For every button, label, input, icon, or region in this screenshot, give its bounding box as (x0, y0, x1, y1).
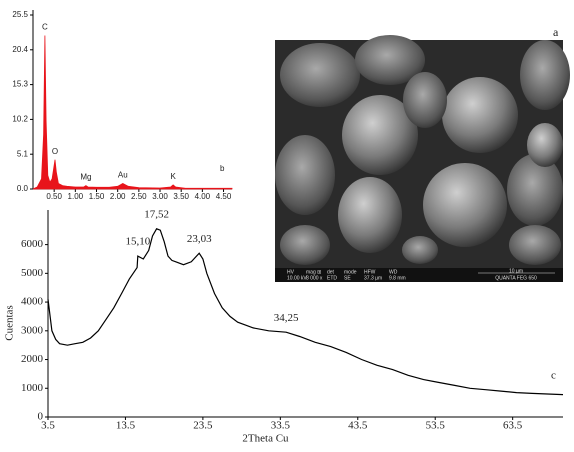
x-tick-label: 4.00 (195, 192, 211, 201)
info-text: 8 000 x (306, 275, 323, 281)
x-tick-label: 53.5 (426, 420, 446, 432)
panel-label: c (551, 370, 556, 382)
sem-image (275, 35, 570, 268)
y-axis-label: Cuentas (4, 305, 16, 340)
scale-text: 10 µm (509, 268, 523, 274)
panel-label: a (553, 25, 559, 39)
y-tick-label: 4000 (21, 296, 44, 308)
info-text: mag ⊞ (306, 269, 321, 275)
peak-label: 15,10 (125, 236, 150, 248)
x-tick-label: 23.5 (193, 420, 213, 432)
y-tick-label: 10.2 (12, 115, 28, 124)
x-tick-label: 4.50 (216, 192, 232, 201)
info-text: HV (287, 269, 295, 275)
peak-label: Mg (80, 173, 91, 182)
x-axis-label: 2Theta Cu (242, 433, 289, 445)
y-tick-label: 2000 (21, 353, 44, 365)
info-text: 9.8 mm (389, 275, 406, 281)
x-tick-label: 63.5 (503, 420, 523, 432)
y-tick-label: 15.3 (12, 80, 28, 89)
diffraction-line (47, 228, 564, 396)
info-text: mode (344, 269, 357, 275)
peak-label: 23,03 (187, 233, 212, 245)
xrd-chart: 0 1000 2000 3000 4000 5000 6000 3.5 13.5 23.5 33.5… (4, 208, 564, 445)
peak-label: 17,52 (144, 208, 169, 220)
peak-label: Au (118, 171, 128, 180)
y-tick-label: 6000 (21, 238, 44, 250)
y-tick-label: 5000 (21, 267, 44, 279)
x-tick-label: 1.00 (68, 192, 84, 201)
y-tick-label: 1000 (21, 382, 44, 394)
y-tick-label: 3000 (21, 324, 44, 336)
info-text: 37.3 µm (364, 275, 382, 281)
y-tick-label: 0.0 (17, 184, 29, 193)
info-text: ETD (327, 275, 337, 281)
y-tick-label: 5.1 (17, 149, 29, 158)
x-tick-label: 13.5 (116, 420, 136, 432)
x-tick-label: 33.5 (271, 420, 291, 432)
y-tick-label: 0 (38, 411, 44, 423)
x-tick-label: 0.50 (46, 192, 62, 201)
peak-label: O (52, 147, 58, 156)
brand-text: QUANTA FEG 650 (495, 275, 537, 281)
x-tick-label: 2.50 (131, 192, 147, 201)
peak-label: C (42, 23, 48, 32)
panel-label: b (220, 164, 225, 173)
info-text: 10.00 kV (287, 275, 307, 281)
x-tick-label: 3.00 (152, 192, 168, 201)
peak-label: K (170, 172, 176, 181)
spectrum-area (32, 35, 233, 190)
x-tick-label: 1.50 (89, 192, 105, 201)
y-tick-label: 25.5 (12, 10, 28, 19)
peak-label: 34,25 (274, 312, 299, 324)
info-text: HFW (364, 269, 376, 275)
x-tick-label: 43.5 (348, 420, 368, 432)
x-tick-label: 3.5 (41, 420, 55, 432)
eds-chart: 0.0 5.1 10.2 15.3 20.4 25.5 0.50 1.00 1.50 2.00 2.… (12, 10, 233, 201)
y-tick-label: 20.4 (12, 45, 28, 54)
info-text: SE (344, 275, 351, 281)
x-tick-label: 3.50 (173, 192, 189, 201)
info-text: WD (389, 269, 398, 275)
info-text: det (327, 269, 335, 275)
x-tick-label: 2.00 (110, 192, 126, 201)
